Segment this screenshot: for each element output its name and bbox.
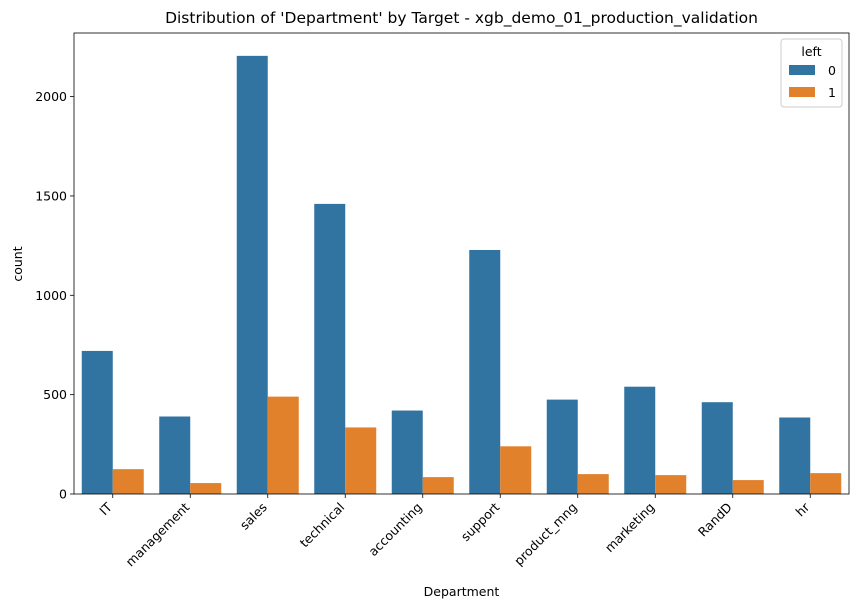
x-tick-label-technical: technical — [297, 500, 348, 551]
bar-support-1 — [500, 446, 532, 494]
bar-sales-0 — [236, 55, 268, 494]
x-tick-label-RandD: RandD — [695, 500, 735, 540]
x-tick-label-sales: sales — [237, 500, 270, 533]
x-tick-label-marketing: marketing — [602, 500, 658, 556]
plot-area: 0 500 1000 1500 2000 IT management sales technic… — [35, 32, 850, 569]
legend-swatch-1 — [789, 87, 815, 97]
bar-IT-1 — [112, 469, 144, 494]
x-tick-label-hr: hr — [793, 499, 813, 519]
chart-title: Distribution of 'Department' by Target -… — [165, 9, 758, 28]
bar-management-1 — [190, 483, 222, 494]
bar-technical-1 — [345, 427, 377, 494]
axes-frame — [73, 32, 850, 495]
x-tick-label-management: management — [123, 499, 193, 569]
bar-product_mng-0 — [546, 399, 578, 494]
bar-support-0 — [469, 249, 501, 494]
bar-marketing-0 — [624, 386, 656, 494]
bar-marketing-1 — [655, 475, 687, 494]
bar-technical-0 — [314, 203, 346, 494]
x-tick-label-product_mng: product_mng — [511, 500, 580, 569]
y-tick-label-500: 500 — [43, 387, 67, 402]
bar-accounting-0 — [391, 410, 423, 494]
y-tick-label-0: 0 — [59, 487, 67, 502]
legend-label-0: 0 — [828, 63, 836, 78]
bar-IT-0 — [81, 350, 113, 494]
x-tick-label-IT: IT — [96, 499, 115, 518]
y-tick-label-2000: 2000 — [35, 89, 67, 104]
bar-product_mng-1 — [577, 474, 609, 494]
x-axis-label: Department — [424, 584, 500, 599]
y-tick-label-1000: 1000 — [35, 288, 67, 303]
bar-RandD-0 — [701, 402, 733, 494]
legend-title: left — [801, 44, 821, 59]
legend-swatch-0 — [789, 65, 815, 75]
y-tick-label-1500: 1500 — [35, 188, 67, 203]
bar-hr-0 — [779, 417, 811, 494]
legend: left 0 1 — [780, 38, 843, 108]
bar-hr-1 — [810, 473, 842, 494]
legend-label-1: 1 — [828, 85, 836, 100]
x-tick-label-support: support — [458, 499, 503, 544]
x-tick-label-accounting: accounting — [365, 500, 424, 559]
bar-management-0 — [159, 416, 191, 494]
y-axis-label: count — [10, 246, 25, 281]
bar-accounting-1 — [422, 477, 454, 494]
bar-sales-1 — [267, 396, 299, 494]
bar-RandD-1 — [732, 480, 764, 494]
